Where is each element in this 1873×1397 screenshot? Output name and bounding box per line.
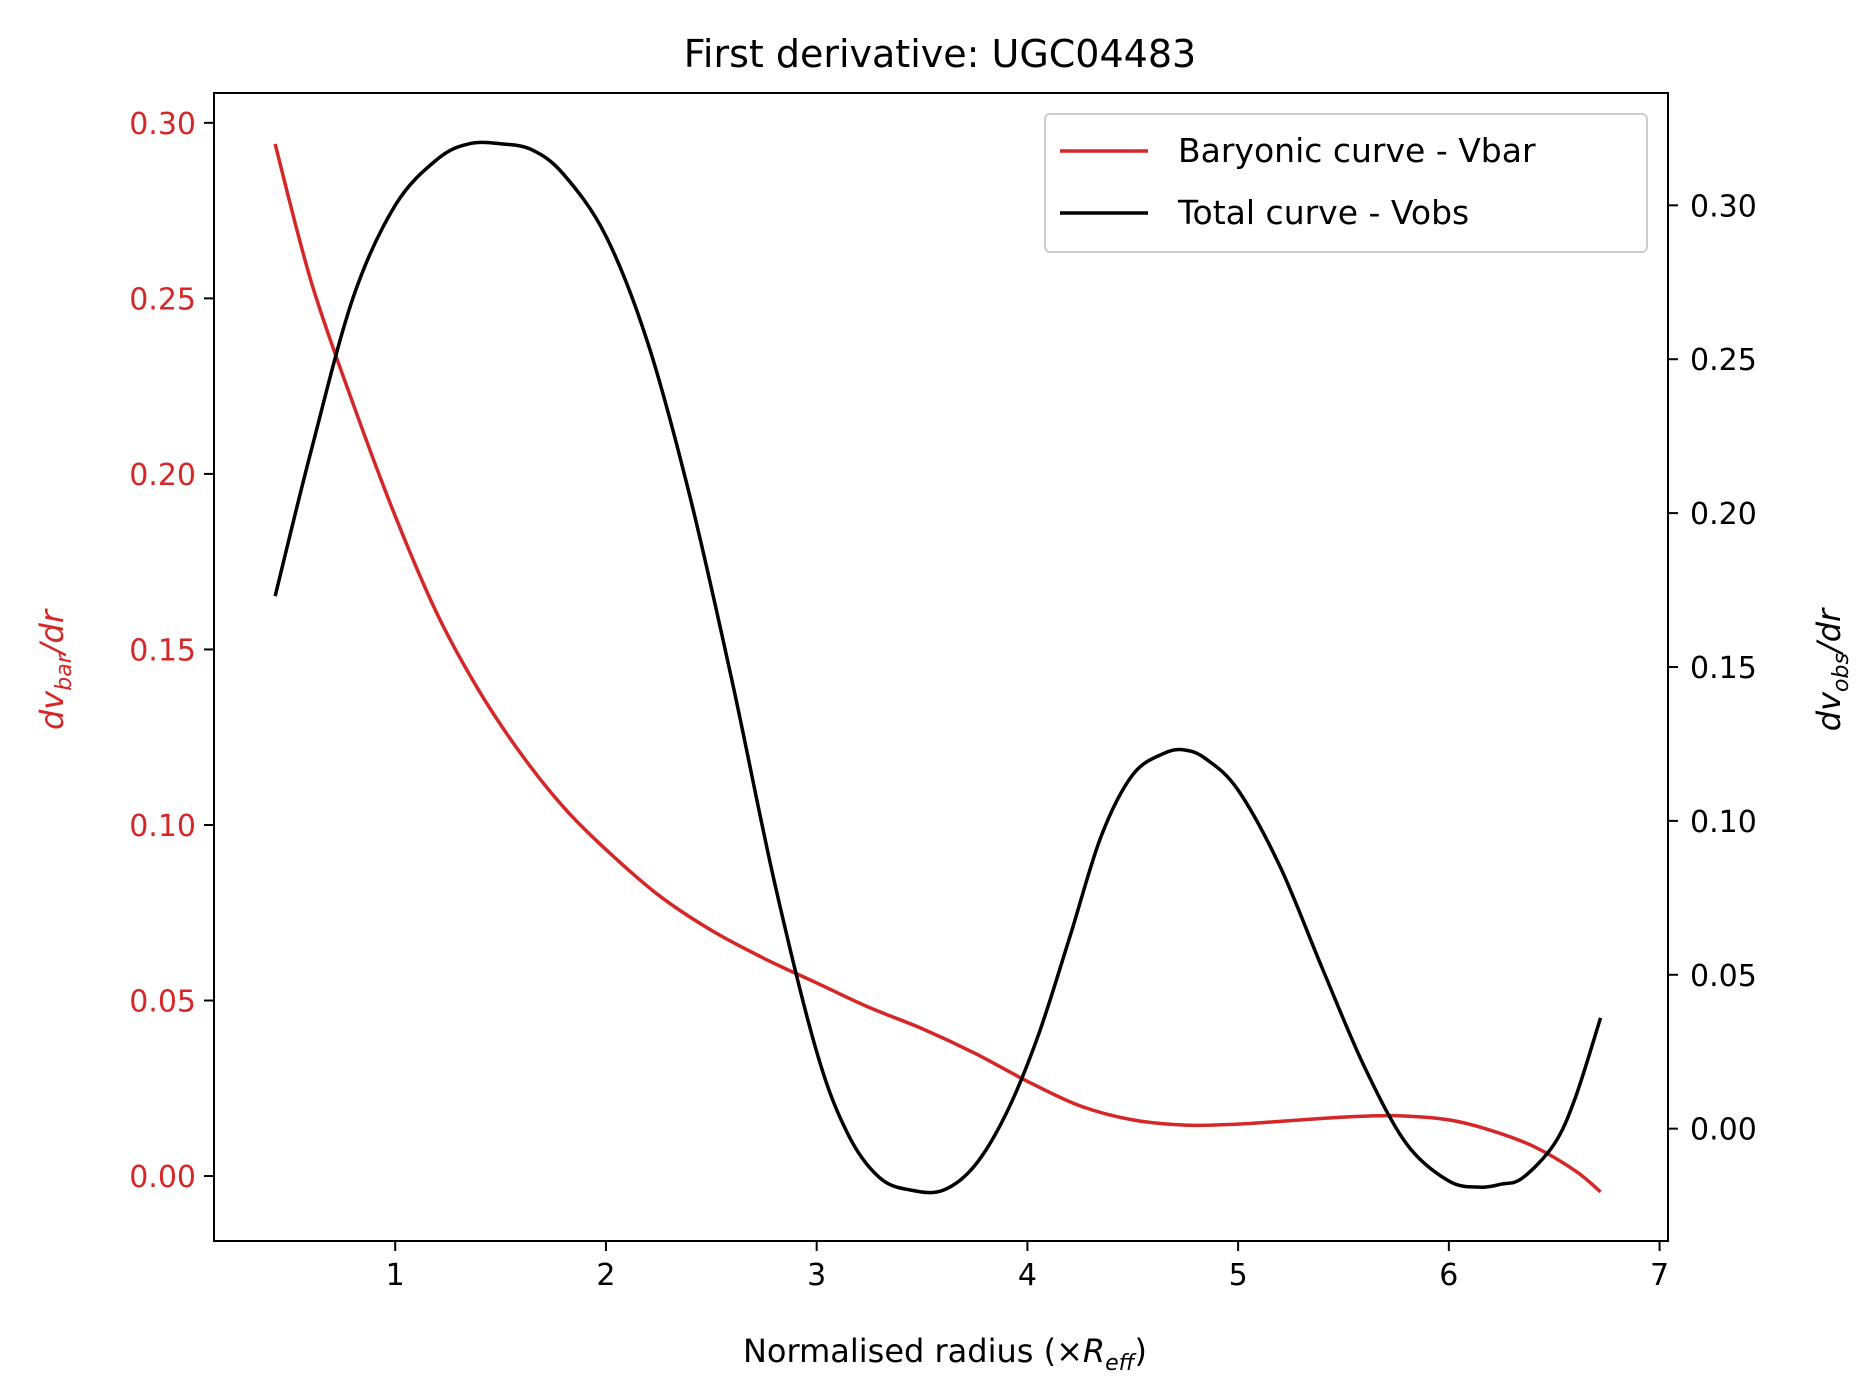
y-left-tick-label: 0.15 [129,633,196,668]
y-left-tick-label: 0.00 [129,1160,196,1195]
legend-box [1044,113,1648,253]
y-left-tick-label: 0.30 [129,107,196,142]
series-layer [273,140,1603,1195]
y-right-tick-label: 0.15 [1690,651,1757,686]
y-left-tick-label: 0.05 [129,985,196,1020]
y-right-tick-label: 0.00 [1690,1113,1757,1148]
chart-title: First derivative: UGC04483 [684,32,1196,76]
axes-layer: 1 2 3 4 5 6 7 0.00 0.05 0.10 0.15 0.20 0.25 0.30 0.00 0… [129,92,1757,1293]
y-right-tick-label: 0.05 [1690,959,1757,994]
y-right-tick-label: 0.20 [1690,497,1757,532]
series-line-vbar [273,143,1602,1194]
x-axis-label: Normalised radius (×Reff) [743,1332,1147,1376]
x-tick-label: 3 [807,1258,826,1293]
y-right-tick-label: 0.30 [1690,189,1757,224]
y-axis-right-label: dvobs/dr [1810,607,1854,731]
legend: Baryonic curve - Vbar Total curve - Vobs [1044,113,1648,253]
y-left-tick-label: 0.25 [129,282,196,317]
y-axis-left-label: dvbar/dr [33,608,77,730]
x-tick-label: 1 [386,1258,405,1293]
legend-label-vbar: Baryonic curve - Vbar [1178,131,1536,170]
x-tick-label: 7 [1650,1258,1669,1293]
x-tick-label: 2 [596,1258,615,1293]
x-tick-label: 5 [1229,1258,1248,1293]
y-left-tick-label: 0.10 [129,809,196,844]
y-right-tick-label: 0.10 [1690,805,1757,840]
series-line-vobs [273,140,1603,1195]
y-right-tick-label: 0.25 [1690,343,1757,378]
x-tick-label: 4 [1018,1258,1037,1293]
y-left-tick-label: 0.20 [129,458,196,493]
legend-label-vobs: Total curve - Vobs [1177,193,1469,232]
x-tick-label: 6 [1439,1258,1458,1293]
